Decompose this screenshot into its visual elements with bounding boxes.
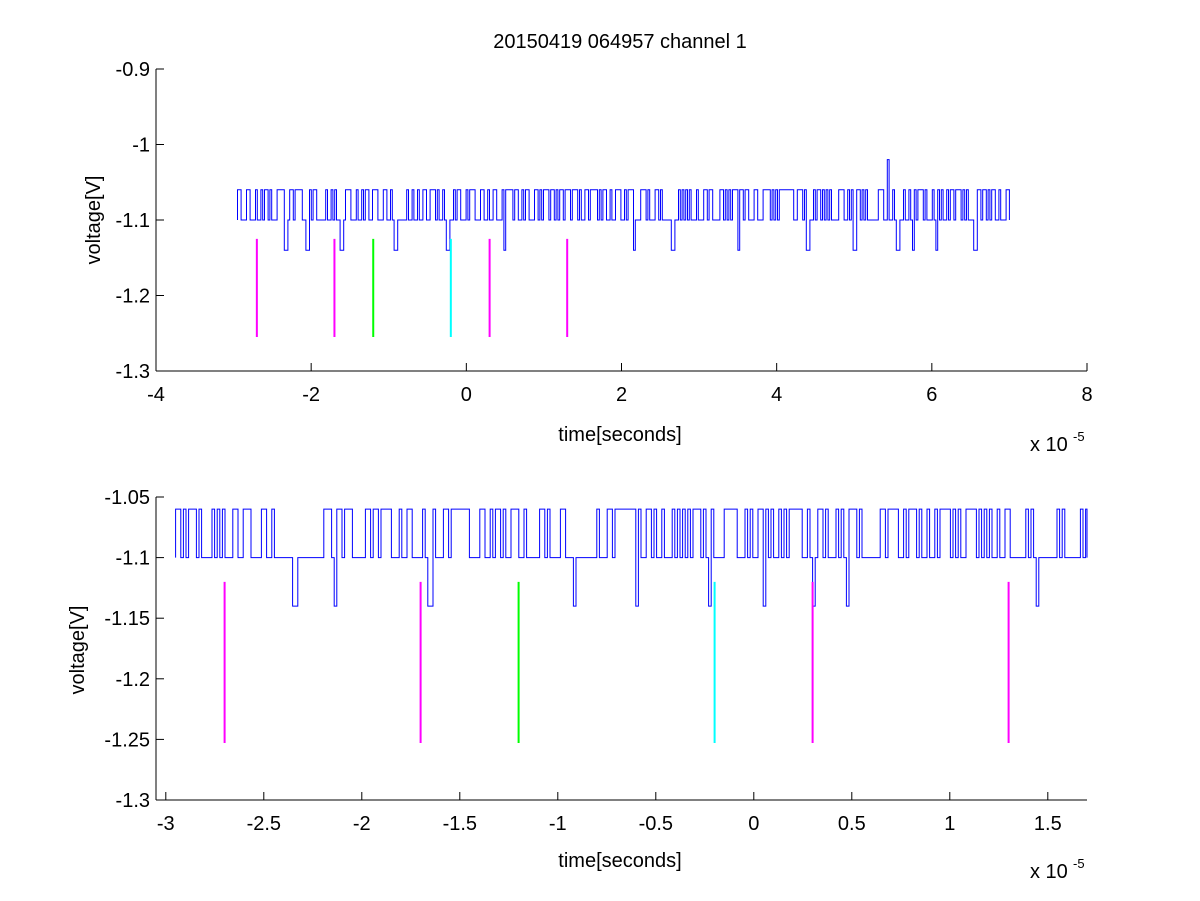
bottom-x-axis-label: time[seconds] (558, 850, 681, 872)
bottom-x-tick-label: 1 (944, 813, 955, 835)
bottom-x-tick-label: 0.5 (838, 813, 866, 835)
chart-title: 20150419 064957 channel 1 (493, 31, 747, 53)
top-y-tick-label: -1.3 (116, 361, 150, 383)
bottom-x-tick-label: -1 (549, 813, 567, 835)
bottom-y-tick-label: -1.15 (104, 608, 150, 630)
bottom-x-tick-label: 1.5 (1034, 813, 1062, 835)
top-x-tick-label: 6 (926, 384, 937, 406)
top-subplot: -4 -2 0 2 4 6 8 -1.3 -1.2 -1.1 -1 -0.9 time[seconds… (83, 59, 1093, 456)
top-x-exponent: x 10 -5 (1030, 429, 1085, 456)
bottom-y-tick-label: -1.3 (116, 790, 150, 812)
top-x-tick-label: 4 (771, 384, 782, 406)
bottom-x-exponent: x 10 -5 (1030, 856, 1085, 883)
top-plot-area (237, 159, 1010, 338)
top-x-tick-label: 2 (616, 384, 627, 406)
bottom-y-axis-label: voltage[V] (67, 606, 89, 695)
bottom-x-tick-label: -1.5 (443, 813, 477, 835)
bottom-x-tick-label: -3 (157, 813, 175, 835)
top-x-tick-label: 8 (1081, 384, 1092, 406)
bottom-x-tick-label: -2 (353, 813, 371, 835)
top-y-axis-label: voltage[V] (83, 176, 105, 265)
top-x-tick-label: -2 (302, 384, 320, 406)
top-y-tick-label: -1.1 (116, 210, 150, 232)
bottom-y-tick-label: -1.25 (104, 729, 150, 751)
bottom-x-tick-label: -0.5 (639, 813, 673, 835)
bottom-subplot: -3 -2.5 -2 -1.5 -1 -0.5 0 0.5 1 1.5 -1.3 -1.25 -1.2 -… (67, 487, 1088, 883)
bottom-y-tick-label: -1.1 (116, 548, 150, 570)
top-y-tick-label: -1.2 (116, 286, 150, 308)
bottom-voltage-trace (175, 508, 1088, 607)
top-x-axis-label: time[seconds] (558, 424, 681, 446)
bottom-y-tick-label: -1.2 (116, 669, 150, 691)
bottom-x-tick-label: 0 (748, 813, 759, 835)
bottom-ticks: -3 -2.5 -2 -1.5 -1 -0.5 0 0.5 1 1.5 -1.3 -1.25 -1.2 -… (104, 487, 1061, 835)
top-voltage-trace (237, 159, 1010, 251)
bottom-x-exponent-power: -5 (1073, 856, 1085, 871)
top-ticks: -4 -2 0 2 4 6 8 -1.3 -1.2 -1.1 -1 -0.9 (116, 59, 1093, 406)
top-y-tick-label: -0.9 (116, 59, 150, 81)
top-x-exponent-label: x 10 (1030, 434, 1068, 456)
top-x-tick-label: 0 (461, 384, 472, 406)
bottom-plot-area (175, 508, 1088, 744)
bottom-x-tick-label: -2.5 (247, 813, 281, 835)
top-x-tick-label: -4 (147, 384, 165, 406)
bottom-y-tick-label: -1.05 (104, 487, 150, 509)
bottom-x-exponent-label: x 10 (1030, 861, 1068, 883)
top-y-tick-label: -1 (132, 135, 150, 157)
top-x-exponent-power: -5 (1073, 429, 1085, 444)
